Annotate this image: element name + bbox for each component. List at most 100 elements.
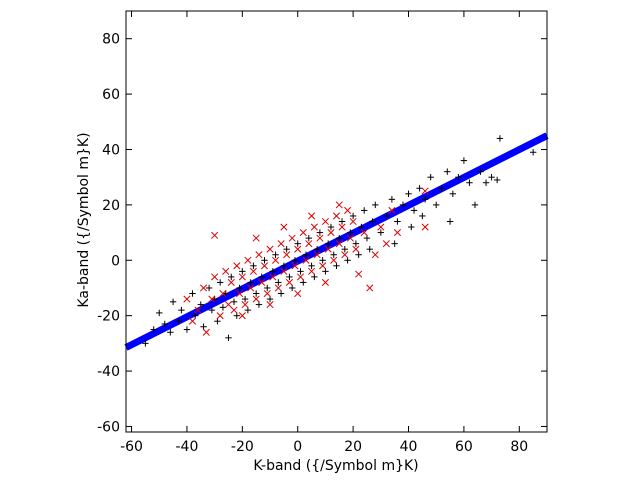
plus-point (449, 190, 457, 198)
cross-point (360, 229, 368, 237)
plus-point (264, 284, 271, 292)
y-tick-label: 40 (102, 142, 120, 158)
x-tick-label: 20 (344, 439, 362, 455)
x-tick-label: 60 (455, 439, 473, 455)
plus-point (269, 268, 276, 275)
plus-point (239, 268, 246, 275)
cross-point (194, 306, 202, 314)
plus-point (338, 218, 346, 225)
cross-point (310, 223, 318, 231)
plus-point (433, 201, 440, 209)
y-tick-label: 0 (111, 253, 120, 269)
plus-point (336, 234, 343, 242)
cross-point (335, 240, 343, 248)
cross-point (219, 289, 227, 298)
cross-point (211, 231, 219, 239)
plus-point (150, 326, 157, 333)
cross-point (252, 234, 260, 242)
y-axis-label: Ka-band ({/Symbol m}K) (76, 132, 92, 307)
plus-point (444, 168, 451, 175)
cross-point (260, 262, 269, 270)
plus-point (175, 318, 182, 325)
plus-point (275, 279, 282, 286)
plus-point (394, 218, 401, 225)
plus-point (169, 298, 177, 306)
cross-point (272, 256, 280, 264)
cross-point (238, 273, 246, 281)
plus-point (372, 201, 379, 209)
plus-point (313, 245, 321, 253)
cross-point (269, 273, 277, 281)
cross-point (280, 223, 288, 231)
cross-point (211, 273, 219, 281)
cross-point (199, 284, 208, 292)
cross-point (338, 223, 346, 231)
plus-point (308, 262, 315, 270)
cross-point (274, 284, 282, 292)
plus-point (327, 223, 335, 231)
cross-point (321, 278, 329, 286)
plus-point (280, 262, 288, 270)
plus-point (427, 173, 434, 181)
axes-layer: -60 -40 -20 0 20 40 60 80 -60 -40 -20 0 20 40 60 80 (97, 10, 548, 455)
cross-point (352, 245, 360, 253)
cross-point (216, 312, 224, 320)
plus-point (391, 240, 398, 247)
x-axis-label: K-band ({/Symbol m}K) (253, 458, 418, 474)
plus-point (167, 329, 174, 336)
cross-point (299, 229, 307, 237)
cross-point (241, 301, 249, 309)
cross-point (266, 245, 274, 253)
cross-point (202, 328, 210, 336)
cross-point (388, 206, 396, 214)
cross-point (252, 295, 260, 303)
cross-point (224, 301, 233, 309)
cross-point (263, 289, 271, 298)
plot-area (126, 11, 547, 432)
plot-frame (125, 10, 548, 433)
x-tick-label: -20 (231, 439, 254, 455)
cross-point (324, 245, 332, 253)
cross-point (332, 212, 341, 220)
plus-point (216, 279, 224, 286)
cross-point (346, 234, 354, 242)
plus-point (283, 245, 290, 253)
y-tick-label: -40 (97, 364, 120, 380)
y-tick-label: 20 (102, 198, 120, 214)
plus-point (408, 223, 415, 231)
cross-point (302, 256, 310, 264)
x-tick-label: 80 (510, 439, 528, 455)
plus-point (377, 229, 385, 236)
plus-point (477, 168, 484, 175)
plus-point (455, 173, 462, 181)
plus-point (225, 334, 232, 342)
plus-point (252, 290, 260, 297)
plus-point (258, 273, 265, 281)
plus-point (405, 190, 412, 198)
cross-point (291, 262, 299, 270)
cross-point (249, 267, 257, 275)
plus-point (228, 273, 235, 281)
plus-point (183, 326, 191, 333)
y-tick-label: -60 (97, 419, 120, 435)
plus-point (316, 229, 324, 236)
cross-point (208, 295, 216, 303)
plus-point (471, 201, 479, 209)
x-tick-label: 0 (293, 439, 302, 455)
plus-point (410, 207, 418, 214)
plus-point (297, 268, 304, 275)
plus-point (493, 176, 501, 184)
plus-point (488, 173, 495, 181)
cross-point (355, 270, 363, 278)
plus-point (291, 257, 299, 264)
x-tick-label: 40 (400, 439, 418, 455)
cross-point (377, 223, 385, 231)
cross-point (294, 245, 302, 253)
cross-point (258, 278, 266, 286)
plus-point (496, 135, 504, 142)
plus-point (460, 157, 468, 164)
plus-point (366, 245, 373, 253)
plus-point (352, 240, 360, 247)
plus-point (438, 185, 445, 192)
